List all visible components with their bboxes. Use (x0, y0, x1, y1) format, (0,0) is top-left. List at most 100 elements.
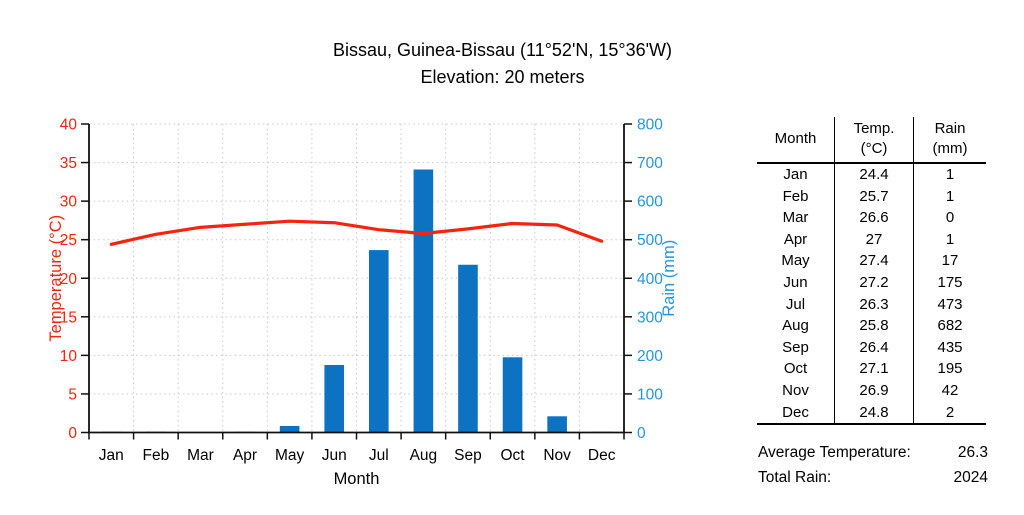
chart-title: Bissau, Guinea-Bissau (11°52'N, 15°36'W)… (0, 37, 1005, 91)
month-label: Mar (187, 447, 214, 464)
table-cell: 25.8 (834, 315, 914, 337)
table-cell: Aug (782, 317, 809, 335)
table-cell: 435 (937, 338, 963, 356)
table-row: Sep 26.4 435 (757, 336, 986, 359)
table-cell: 1 (945, 187, 955, 205)
table-cell: 1 (945, 230, 955, 248)
chart-title-line1: Bissau, Guinea-Bissau (11°52'N, 15°36'W) (332, 40, 673, 60)
right-tick-label: 600 (637, 194, 663, 211)
table-cell: 27.2 (834, 271, 914, 294)
month-label: Nov (543, 447, 571, 464)
month-label: Sep (454, 447, 482, 464)
table-cell: Mar (782, 209, 809, 227)
table-row: Jun 27.2 175 (757, 271, 986, 294)
temperature-line (109, 219, 604, 246)
table-cell: Oct (783, 360, 808, 378)
month-label: Aug (410, 447, 438, 464)
table-cell: 473 (937, 295, 963, 313)
header-rain-unit: (mm) (932, 140, 968, 157)
climate-chart-svg: 0510152025303540010020030040050060070080… (47, 117, 678, 489)
header-rain-label: Rain (934, 120, 966, 137)
left-tick-label: 40 (60, 117, 78, 134)
table-cell: Apr (783, 230, 808, 248)
month-label: Jun (322, 447, 347, 464)
table-cell: 27.4 (834, 250, 914, 272)
rain-bar (458, 264, 478, 433)
table-cell: 42 (941, 381, 959, 399)
avg-temp-label: Average Temperature: (758, 444, 911, 461)
left-tick-label: 35 (60, 155, 77, 172)
header-temp-label: Temp. (853, 120, 895, 137)
month-label: Feb (143, 447, 170, 464)
table-cell: 682 (937, 317, 963, 335)
table-cell: Dec (782, 403, 809, 421)
table-cell: 25.7 (834, 185, 914, 208)
table-row: Dec 24.8 2 (757, 401, 986, 424)
table-row: Aug 25.8 682 (757, 315, 986, 337)
table-row: Feb 25.7 1 (757, 185, 986, 208)
left-tick-label: 25 (60, 232, 77, 249)
left-tick-label: 20 (60, 271, 78, 288)
right-tick-label: 400 (637, 271, 663, 288)
month-label: May (275, 447, 305, 464)
table-cell: 26.6 (834, 207, 914, 229)
table-cell: 27 (834, 228, 914, 251)
table-cell: 17 (941, 252, 959, 270)
table-row: Jul 26.3 473 (757, 293, 986, 316)
table-cell: Jul (785, 295, 806, 313)
month-label: Jan (99, 447, 124, 464)
table-cell: Nov (782, 381, 809, 399)
table-cell: 26.3 (834, 293, 914, 316)
table-cell: 24.8 (834, 401, 914, 424)
total-rain-label: Total Rain: (758, 469, 832, 486)
right-tick-label: 500 (637, 232, 663, 249)
summary-row-total-rain: Total Rain: 2024 (758, 468, 988, 488)
table-row: Apr 27 1 (757, 228, 986, 251)
left-tick-label: 0 (68, 425, 77, 442)
climate-table: Month Temp. (°C) Rain (mm) Jan 24.4 1 Feb 25… (757, 117, 986, 426)
right-tick-label: 700 (637, 155, 663, 172)
month-label: Dec (588, 447, 616, 464)
right-tick-label: 300 (637, 309, 663, 326)
month-label: Jul (369, 447, 389, 464)
table-cell: 24.4 (834, 164, 914, 186)
left-tick-label: 10 (60, 348, 78, 365)
left-tick-label: 15 (60, 309, 77, 326)
header-month-label: Month (774, 130, 817, 147)
rain-bar (413, 169, 434, 433)
right-axis-title: Rain (mm) (660, 240, 678, 317)
avg-temp-value: 26.3 (957, 444, 988, 461)
x-axis-title: Month (334, 470, 380, 488)
table-header-rain: Rain (mm) (914, 117, 986, 162)
table-cell: 195 (937, 360, 963, 378)
table-body: Jan 24.4 1 Feb 25.7 1 Mar 26.6 0 Apr 27 1 May 27.4 17 J… (757, 164, 986, 426)
summary-row-avg-temp: Average Temperature: 26.3 (758, 443, 988, 463)
header-temp-unit: (°C) (860, 140, 888, 157)
table-row: Jan 24.4 1 (757, 164, 986, 186)
table-header-row: Month Temp. (°C) Rain (mm) (757, 117, 986, 164)
table-cell: 175 (937, 273, 963, 291)
summary: Average Temperature: 26.3 Total Rain: 20… (758, 443, 988, 493)
total-rain-value: 2024 (953, 469, 988, 486)
table-cell: Feb (782, 187, 809, 205)
right-tick-label: 0 (637, 425, 646, 442)
month-label: Apr (233, 447, 257, 464)
table-row: Nov 26.9 42 (757, 379, 986, 402)
table-cell: Jun (783, 273, 808, 291)
table-row: May 27.4 17 (757, 250, 986, 272)
table-cell: May (781, 252, 810, 270)
left-tick-label: 30 (60, 194, 78, 211)
right-tick-label: 200 (637, 348, 663, 365)
table-cell: 26.4 (834, 336, 914, 359)
table-cell: 27.1 (834, 358, 914, 380)
chart-title-line2: Elevation: 20 meters (420, 67, 585, 87)
table-cell: 2 (945, 403, 955, 421)
table-row: Oct 27.1 195 (757, 358, 986, 380)
right-tick-label: 100 (637, 386, 663, 403)
table-cell: Jan (783, 166, 808, 183)
rain-bar (279, 425, 300, 433)
table-row: Mar 26.6 0 (757, 207, 986, 229)
right-tick-label: 800 (637, 117, 663, 134)
table-cell: 1 (945, 166, 955, 183)
